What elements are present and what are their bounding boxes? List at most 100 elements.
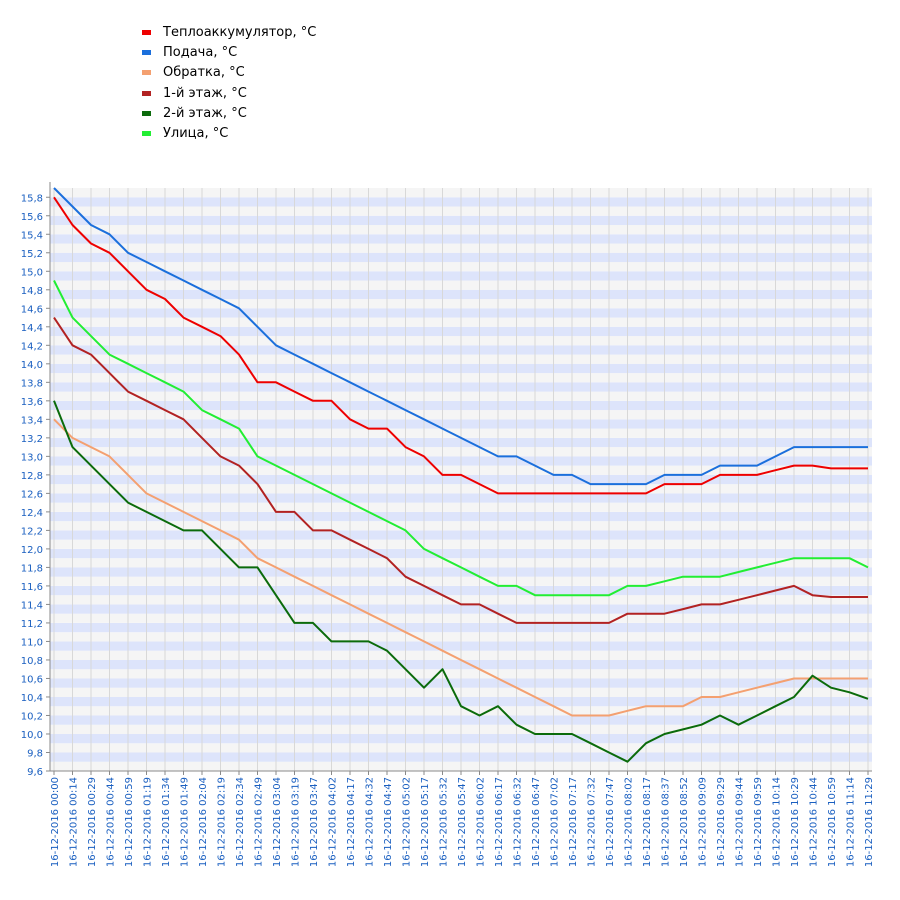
x-tick-label: 16-12-2016 05:47 bbox=[457, 777, 468, 867]
y-tick-label: 12,8 bbox=[21, 471, 43, 482]
y-tick-label: 10,4 bbox=[21, 693, 43, 704]
legend-label: 2-й этаж, °C bbox=[163, 105, 247, 121]
x-tick-label: 16-12-2016 04:02 bbox=[328, 777, 339, 867]
y-tick-label: 9,8 bbox=[27, 748, 43, 759]
legend-label: Обратка, °C bbox=[163, 65, 245, 81]
x-tick-label: 16-12-2016 08:17 bbox=[642, 777, 653, 867]
legend-item-supply: Подача, °C bbox=[142, 42, 316, 62]
series-line-0 bbox=[53, 196, 868, 495]
x-tick-label: 16-12-2016 10:29 bbox=[790, 777, 801, 867]
x-tick-label: 16-12-2016 05:32 bbox=[439, 777, 450, 867]
x-tick-label: 16-12-2016 01:19 bbox=[143, 777, 154, 867]
y-tick-label: 12,0 bbox=[21, 545, 43, 556]
y-tick-label: 14,6 bbox=[21, 304, 43, 315]
y-tick-label: 12,4 bbox=[21, 508, 43, 519]
x-tick-label: 16-12-2016 07:17 bbox=[568, 777, 579, 867]
y-tick-label: 11,8 bbox=[21, 563, 43, 574]
y-tick-label: 13,0 bbox=[21, 452, 43, 463]
x-tick-label: 16-12-2016 00:00 bbox=[50, 777, 61, 867]
y-tick-label: 14,4 bbox=[21, 323, 43, 334]
legend-swatch bbox=[142, 49, 151, 55]
x-tick-label: 16-12-2016 09:44 bbox=[735, 777, 746, 867]
x-tick-label: 16-12-2016 09:09 bbox=[698, 777, 709, 867]
x-tick-label: 16-12-2016 02:19 bbox=[217, 777, 228, 867]
x-tick-label: 16-12-2016 04:32 bbox=[365, 777, 376, 867]
legend-label: Теплоаккумулятор, °C bbox=[163, 24, 317, 40]
x-tick-label: 16-12-2016 00:29 bbox=[87, 777, 98, 867]
x-tick-label: 16-12-2016 04:47 bbox=[383, 777, 394, 867]
x-tick-label: 16-12-2016 02:34 bbox=[235, 777, 246, 867]
y-tick-label: 12,2 bbox=[21, 526, 43, 537]
legend-label: Улица, °C bbox=[163, 126, 229, 142]
y-tick-label: 14,0 bbox=[21, 360, 43, 371]
x-tick-label: 16-12-2016 05:02 bbox=[402, 777, 413, 867]
y-tick-label: 15,8 bbox=[21, 193, 43, 204]
legend-item-street: Улица, °C bbox=[142, 123, 316, 143]
x-tick-label: 16-12-2016 05:17 bbox=[420, 777, 431, 867]
y-tick-label: 10,2 bbox=[21, 711, 43, 722]
y-tick-label: 11,6 bbox=[21, 582, 43, 593]
x-tick-label: 16-12-2016 03:04 bbox=[272, 777, 283, 867]
legend-swatch bbox=[142, 29, 151, 35]
legend-swatch bbox=[142, 90, 151, 96]
legend-swatch bbox=[142, 110, 151, 116]
series-line-5 bbox=[53, 280, 869, 597]
y-tick-label: 10,6 bbox=[21, 674, 43, 685]
x-tick-label: 16-12-2016 08:52 bbox=[679, 777, 690, 867]
x-tick-labels: 16-12-2016 00:00 16-12-2016 00:14 16-12-20… bbox=[50, 771, 875, 867]
x-tick-label: 16-12-2016 01:34 bbox=[161, 777, 172, 867]
y-tick-label: 11,0 bbox=[21, 637, 43, 648]
chart-legend: Теплоаккумулятор, °C Подача, °C Обратка,… bbox=[142, 22, 316, 144]
y-tick-label: 15,2 bbox=[21, 249, 43, 260]
y-tick-label: 11,4 bbox=[21, 600, 43, 611]
y-tick-label: 10,0 bbox=[21, 730, 43, 741]
series-line-3 bbox=[53, 317, 868, 624]
y-tick-label: 15,4 bbox=[21, 230, 43, 241]
x-tick-label: 16-12-2016 03:47 bbox=[309, 777, 320, 867]
y-tick-label: 15,6 bbox=[21, 212, 43, 223]
x-tick-label: 16-12-2016 06:47 bbox=[531, 777, 542, 867]
y-tick-label: 11,2 bbox=[21, 619, 43, 630]
x-tick-label: 16-12-2016 01:49 bbox=[180, 777, 191, 867]
series-line-2 bbox=[53, 418, 868, 717]
x-tick-label: 16-12-2016 11:29 bbox=[864, 777, 875, 867]
legend-item-floor2: 2-й этаж, °C bbox=[142, 103, 316, 123]
x-tick-label: 16-12-2016 10:59 bbox=[827, 777, 838, 867]
x-tick-label: 16-12-2016 06:32 bbox=[513, 777, 524, 867]
x-tick-label: 16-12-2016 09:29 bbox=[716, 777, 727, 867]
x-tick-label: 16-12-2016 09:59 bbox=[753, 777, 764, 867]
x-tick-label: 16-12-2016 02:04 bbox=[198, 777, 209, 867]
x-tick-label: 16-12-2016 02:49 bbox=[254, 777, 265, 867]
y-tick-label: 12,6 bbox=[21, 489, 43, 500]
x-tick-label: 16-12-2016 11:14 bbox=[846, 777, 857, 867]
legend-swatch bbox=[142, 70, 151, 76]
y-tick-label: 13,6 bbox=[21, 397, 43, 408]
y-tick-label: 14,2 bbox=[21, 341, 43, 352]
series-line-4 bbox=[53, 400, 869, 763]
legend-label: 1-й этаж, °C bbox=[163, 85, 247, 101]
x-tick-label: 16-12-2016 00:44 bbox=[106, 777, 117, 867]
y-tick-label: 9,6 bbox=[27, 767, 43, 778]
x-tick-label: 16-12-2016 00:14 bbox=[69, 777, 80, 867]
y-tick-labels: 9,6 9,8 10,0 10,2 10,4 10,6 10,8 11,0 11,2 11,4 11… bbox=[21, 193, 50, 778]
y-tick-label: 10,8 bbox=[21, 656, 43, 667]
x-tick-label: 16-12-2016 10:44 bbox=[809, 777, 820, 867]
legend-item-accumulator: Теплоаккумулятор, °C bbox=[142, 22, 316, 42]
y-tick-label: 15,0 bbox=[21, 267, 43, 278]
x-tick-label: 16-12-2016 07:02 bbox=[550, 777, 561, 867]
x-tick-label: 16-12-2016 08:37 bbox=[661, 777, 672, 867]
x-tick-label: 16-12-2016 07:32 bbox=[587, 777, 598, 867]
x-tick-label: 16-12-2016 06:02 bbox=[476, 777, 487, 867]
y-tick-label: 13,2 bbox=[21, 434, 43, 445]
x-tick-label: 16-12-2016 07:47 bbox=[605, 777, 616, 867]
x-tick-label: 16-12-2016 08:02 bbox=[624, 777, 635, 867]
grid-lines bbox=[53, 188, 869, 771]
legend-item-return: Обратка, °C bbox=[142, 63, 316, 83]
legend-swatch bbox=[142, 131, 151, 137]
series-lines bbox=[53, 187, 869, 763]
legend-label: Подача, °C bbox=[163, 44, 238, 60]
series-line-1 bbox=[53, 187, 868, 486]
x-tick-label: 16-12-2016 06:17 bbox=[494, 777, 505, 867]
x-tick-label: 16-12-2016 03:19 bbox=[291, 777, 302, 867]
